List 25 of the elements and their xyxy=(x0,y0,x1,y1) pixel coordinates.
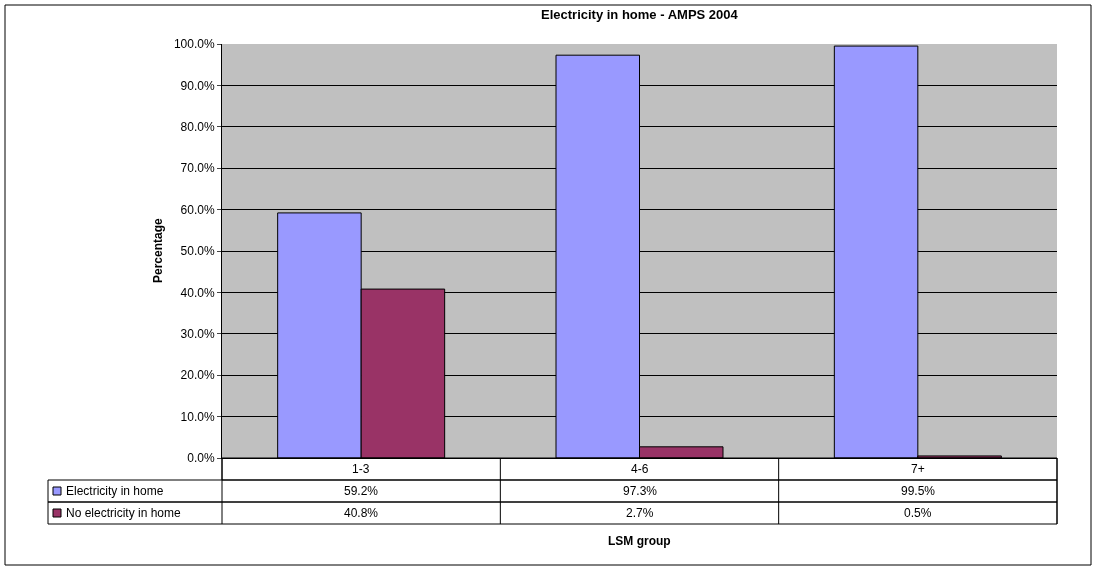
data-label: 0.5% xyxy=(904,506,932,520)
y-tick-label: 20.0% xyxy=(180,368,215,383)
data-label: 99.5% xyxy=(901,484,936,498)
legend-label: Electricity in home xyxy=(66,484,164,498)
y-tick-label: 80.0% xyxy=(180,120,215,134)
data-label: 97.3% xyxy=(623,484,658,498)
y-tick-label: 50.0% xyxy=(180,244,215,259)
y-tick-label: 40.0% xyxy=(180,285,215,300)
y-tick-label: 100.0% xyxy=(173,37,215,52)
y-tick-label: 70.0% xyxy=(180,161,215,176)
x-axis-title: LSM group xyxy=(608,534,671,548)
x-tick-label: 7+ xyxy=(911,462,925,476)
y-tick-label: 10.0% xyxy=(180,409,215,424)
legend-label: No electricity in home xyxy=(66,506,182,520)
y-tick-label: 90.0% xyxy=(180,78,215,93)
x-tick-label: 4-6 xyxy=(631,462,649,476)
data-label: 40.8% xyxy=(344,506,379,520)
x-tick-label: 1-3 xyxy=(352,462,370,476)
data-label: 59.2% xyxy=(344,484,379,498)
y-axis-title: Percentage xyxy=(151,217,165,283)
y-tick-label: 0.0% xyxy=(187,451,215,466)
y-tick-label: 60.0% xyxy=(180,202,215,217)
chart-title: Electricity in home - AMPS 2004 xyxy=(541,7,739,22)
y-tick-label: 30.0% xyxy=(180,327,215,341)
data-label: 2.7% xyxy=(626,506,654,520)
